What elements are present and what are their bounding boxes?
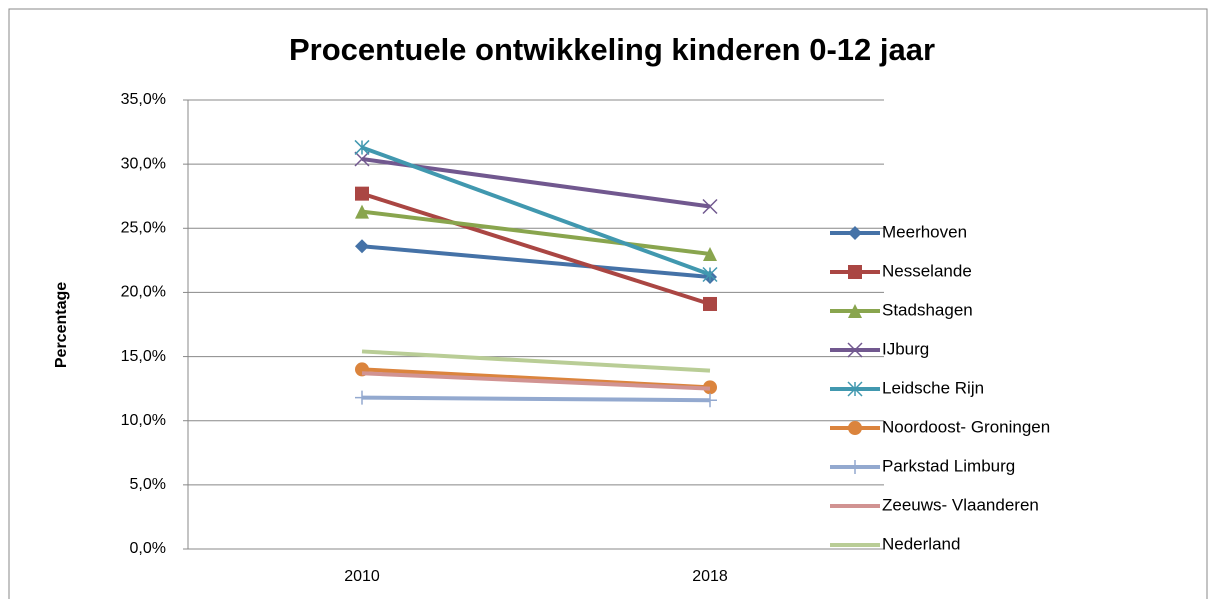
series-line (361, 145, 711, 277)
y-tick-label: 30,0% (121, 155, 166, 172)
marker (847, 342, 863, 358)
marker (848, 304, 862, 318)
marker (703, 296, 717, 311)
series-line (361, 395, 711, 403)
marker (355, 390, 369, 405)
marker (703, 246, 717, 261)
marker (354, 139, 370, 155)
y-tick-label: 0,0% (130, 540, 166, 557)
x-tick-label: 2010 (344, 568, 380, 585)
y-axis-label: Percentage (53, 282, 70, 368)
chart-frame (8, 8, 1208, 599)
marker (848, 226, 862, 240)
marker (355, 239, 369, 254)
y-tick-label: 35,0% (121, 91, 166, 108)
series-line (361, 349, 711, 373)
legend-label: Nesselande (882, 261, 972, 280)
marker (848, 421, 862, 435)
x-tick-label: 2018 (692, 568, 728, 585)
marker (703, 393, 717, 408)
legend-label: Stadshagen (882, 300, 973, 319)
legend-label: Parkstad Limburg (882, 456, 1015, 475)
marker (354, 151, 370, 167)
legend-label: Zeeuws- Vlaanderen (882, 495, 1039, 514)
marker (848, 265, 862, 279)
y-tick-label: 10,0% (121, 412, 166, 429)
legend-label: Noordoost- Groningen (882, 417, 1050, 436)
marker (848, 460, 862, 474)
chart-title: Procentuele ontwikkeling kinderen 0-12 j… (289, 32, 935, 67)
y-tick-label: 5,0% (130, 476, 166, 493)
series-line (361, 209, 711, 256)
legend-label: Leidsche Rijn (882, 378, 984, 397)
y-tick-label: 20,0% (121, 284, 166, 301)
marker (847, 381, 863, 397)
marker (355, 204, 369, 219)
legend-label: Meerhoven (882, 222, 967, 241)
y-tick-label: 25,0% (121, 220, 166, 237)
y-tick-label: 15,0% (121, 348, 166, 365)
legend-label: IJburg (882, 339, 929, 358)
marker (355, 186, 369, 201)
series-line (361, 244, 711, 280)
legend-label: Nederland (882, 534, 960, 553)
series-line (361, 191, 711, 306)
marker (702, 266, 718, 282)
marker (702, 198, 718, 215)
series-line (361, 371, 711, 391)
